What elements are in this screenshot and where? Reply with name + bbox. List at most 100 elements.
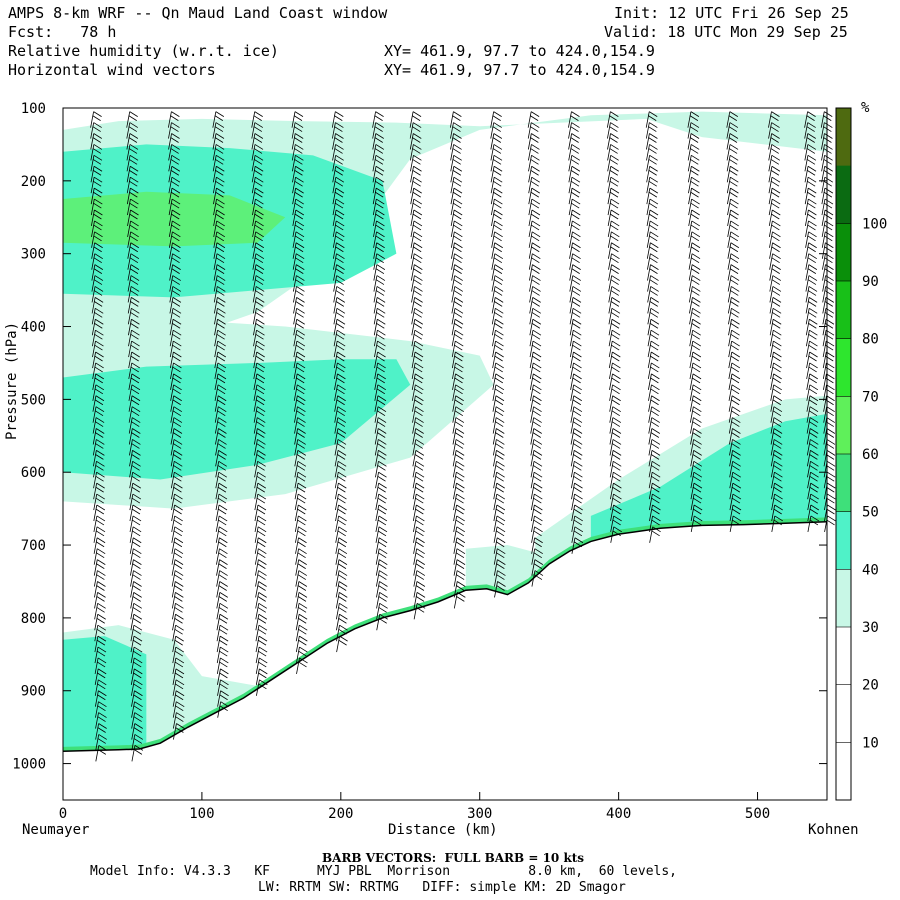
- physics-info: LW: RRTM SW: RRTMG DIFF: simple KM: 2D S…: [258, 880, 626, 895]
- wind-barb: [171, 581, 184, 598]
- wind-barb: [728, 417, 741, 434]
- wind-barb: [168, 187, 181, 205]
- wind-barb: [213, 286, 226, 303]
- wind-barb: [607, 176, 620, 194]
- wind-barb: [291, 144, 304, 161]
- wind-barb: [168, 155, 180, 172]
- wind-barb: [252, 264, 265, 281]
- wind-barb: [294, 515, 307, 532]
- wind-barb: [610, 493, 622, 511]
- wind-barb: [92, 406, 105, 423]
- x-tick-label: 200: [328, 806, 353, 822]
- wind-barb: [374, 362, 386, 380]
- wind-barb: [768, 133, 780, 150]
- wind-barb: [531, 570, 544, 587]
- wind-barb: [292, 198, 304, 216]
- wind-barb: [332, 187, 345, 205]
- wind-barb: [806, 450, 819, 467]
- wind-barb: [293, 340, 306, 358]
- y-tick-label: 300: [21, 247, 46, 263]
- wind-barb: [409, 133, 422, 150]
- wind-barb: [411, 318, 424, 336]
- wind-barb: [409, 144, 422, 161]
- wind-barb: [450, 165, 463, 183]
- wind-barb: [128, 373, 141, 390]
- wind-barb: [292, 231, 305, 248]
- wind-barb: [212, 144, 225, 161]
- wind-barb: [173, 723, 185, 740]
- rh-region: [63, 359, 411, 480]
- wind-barb: [253, 340, 265, 358]
- wind-barb: [451, 351, 464, 369]
- wind-barb: [608, 307, 621, 325]
- wind-barb: [452, 395, 464, 412]
- wind-barb: [609, 406, 621, 423]
- wind-barb: [171, 570, 184, 587]
- wind-barb: [728, 329, 740, 347]
- wind-barb: [92, 340, 104, 358]
- wind-barb: [609, 362, 621, 380]
- wind-barb: [413, 515, 425, 532]
- axes-layer: 100 200 300 400 500 600 700 800 900 1000 0 100 200 30…: [12, 101, 828, 822]
- wind-barb: [333, 318, 346, 336]
- wind-barb: [170, 395, 182, 412]
- wind-barb: [131, 734, 144, 751]
- wind-barb: [215, 450, 227, 467]
- wind-barb: [293, 329, 306, 347]
- wind-barb: [646, 155, 658, 172]
- wind-barb: [411, 373, 424, 390]
- wind-barb: [375, 460, 387, 478]
- wind-barb: [130, 559, 142, 576]
- wind-barb: [768, 187, 781, 205]
- wind-barb: [529, 329, 542, 347]
- wind-barb: [171, 515, 183, 532]
- wind-barb: [608, 253, 620, 270]
- wind-barb: [291, 122, 304, 139]
- wind-barb: [729, 471, 741, 489]
- wind-barb: [409, 111, 422, 128]
- wind-barb: [91, 231, 103, 248]
- wind-barb: [172, 701, 185, 718]
- colorbar-label: 60: [862, 447, 879, 463]
- wind-barb: [94, 668, 107, 685]
- wind-barb: [412, 395, 424, 412]
- wind-barb: [571, 482, 583, 500]
- wind-barb: [453, 592, 466, 609]
- wind-barb: [292, 264, 305, 281]
- wind-barb: [128, 395, 141, 412]
- wind-barb: [171, 559, 184, 576]
- wind-barb: [531, 559, 544, 576]
- wind-barb: [93, 559, 106, 576]
- wind-barb: [804, 187, 817, 205]
- wind-barb: [129, 460, 141, 478]
- wind-barb: [771, 493, 783, 511]
- wind-barb: [333, 362, 346, 380]
- wind-barb: [213, 275, 226, 292]
- wind-barb: [372, 187, 385, 205]
- wind-barb: [807, 504, 820, 522]
- wind-barb: [609, 460, 622, 478]
- wind-barb: [171, 592, 184, 609]
- wind-barb: [216, 657, 229, 675]
- wind-barb: [255, 570, 267, 587]
- wind-barb: [374, 450, 387, 467]
- wind-barb: [333, 307, 346, 325]
- wind-barb: [215, 482, 228, 500]
- wind-barb: [452, 417, 465, 434]
- wind-barb: [215, 493, 228, 511]
- wind-barb: [333, 275, 345, 292]
- wind-barb: [450, 176, 463, 194]
- wind-barb: [531, 526, 543, 543]
- wind-barb: [294, 471, 307, 489]
- wind-barb: [93, 570, 106, 587]
- wind-barb: [131, 690, 143, 707]
- wind-barb: [91, 264, 104, 281]
- wind-barb: [412, 504, 425, 522]
- wind-barb: [376, 592, 388, 609]
- wind-barb: [529, 297, 541, 314]
- x-tick-label: 500: [745, 806, 770, 822]
- wind-barb: [293, 362, 306, 380]
- wind-barb: [449, 111, 462, 128]
- wind-barb: [529, 264, 541, 281]
